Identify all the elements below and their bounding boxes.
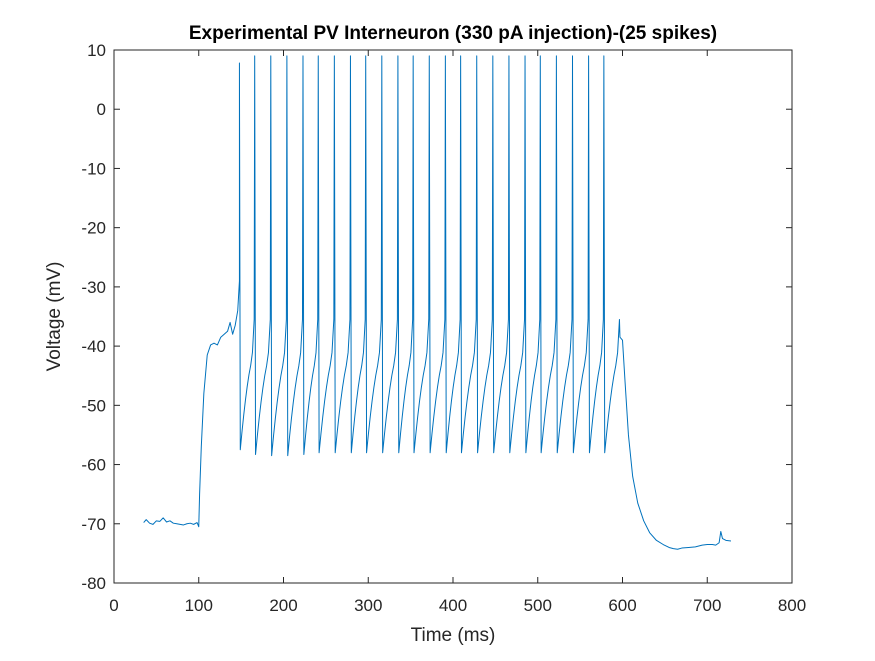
- y-tick-label: 10: [87, 41, 106, 60]
- x-tick-label: 200: [269, 596, 297, 615]
- y-tick-label: -20: [81, 219, 106, 238]
- x-tick-label: 0: [109, 596, 118, 615]
- y-axis: -80 -70 -60 -50 -40 -30 -20 -10 0 10: [81, 41, 792, 593]
- y-tick-label: -40: [81, 337, 106, 356]
- x-tick-label: 700: [693, 596, 721, 615]
- y-tick-label: -10: [81, 159, 106, 178]
- y-tick-label: 0: [97, 100, 106, 119]
- y-tick-label: -30: [81, 278, 106, 297]
- y-tick-label: -50: [81, 396, 106, 415]
- y-tick-label: -60: [81, 456, 106, 475]
- y-tick-label: -80: [81, 574, 106, 593]
- x-tick-label: 300: [354, 596, 382, 615]
- chart-title: Experimental PV Interneuron (330 pA inje…: [189, 23, 717, 44]
- x-tick-label: 800: [778, 596, 806, 615]
- x-tick-label: 500: [524, 596, 552, 615]
- x-tick-label: 400: [439, 596, 467, 615]
- y-axis-label: Voltage (mV): [44, 262, 65, 372]
- x-axis: 0 100 200 300 400 500 600 700 800: [109, 50, 806, 615]
- y-tick-label: -70: [81, 515, 106, 534]
- x-tick-label: 100: [185, 596, 213, 615]
- series-layer: [143, 55, 732, 550]
- plot-area: [114, 50, 792, 583]
- x-axis-label: Time (ms): [411, 625, 496, 646]
- x-tick-label: 600: [608, 596, 636, 615]
- voltage-trace-line: [143, 55, 732, 550]
